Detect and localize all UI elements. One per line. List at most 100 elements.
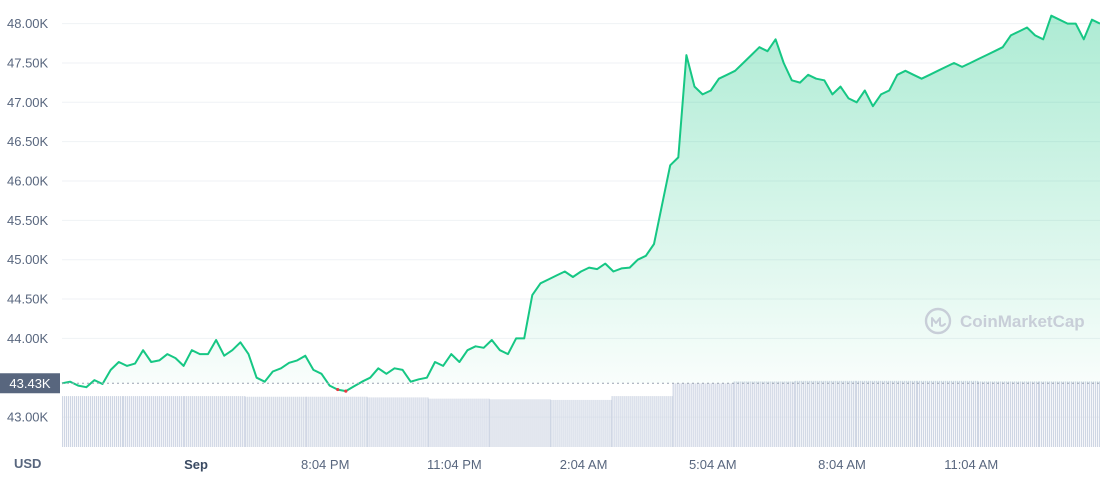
volume-bar xyxy=(470,398,472,447)
volume-bar xyxy=(527,399,529,447)
volume-bar xyxy=(454,398,456,447)
volume-bar xyxy=(110,396,112,447)
x-tick-label: 11:04 AM xyxy=(944,457,998,472)
volume-bar xyxy=(938,380,941,447)
volume-bar xyxy=(865,380,867,447)
volume-bar xyxy=(212,396,214,447)
volume-bar xyxy=(515,399,517,447)
volume-bar xyxy=(1098,381,1100,447)
volume-bar xyxy=(135,396,137,447)
volume-bar xyxy=(350,396,352,447)
volume-bar xyxy=(732,383,734,447)
volume-bar xyxy=(503,399,505,447)
volume-bar xyxy=(743,381,745,447)
volume-bar xyxy=(367,397,369,447)
volume-bar xyxy=(560,399,562,447)
volume-bar xyxy=(883,380,885,447)
volume-bar xyxy=(590,399,592,447)
volume-bar xyxy=(181,396,183,447)
volume-bar xyxy=(265,396,267,447)
volume-bar xyxy=(525,399,527,447)
volume-bar xyxy=(255,396,257,447)
current-price-tag-bg xyxy=(0,373,60,394)
volume-bar xyxy=(273,396,275,447)
volume-bar xyxy=(283,396,285,447)
volume-bar xyxy=(667,396,669,447)
volume-bar xyxy=(690,383,692,447)
volume-bar xyxy=(706,383,708,447)
volume-bar xyxy=(267,396,269,447)
volume-bar xyxy=(269,396,271,447)
volume-bar xyxy=(312,396,314,447)
volume-bar xyxy=(391,397,393,447)
volume-bar xyxy=(462,398,464,447)
volume-bar xyxy=(222,396,224,447)
volume-bar xyxy=(1094,381,1097,447)
volume-bar xyxy=(328,396,330,447)
volume-bar xyxy=(192,396,194,447)
volume-bar xyxy=(474,398,476,447)
volume-bar xyxy=(1044,381,1047,447)
volume-bar xyxy=(489,399,491,447)
volume-bar xyxy=(147,396,149,447)
volume-bar xyxy=(979,381,982,447)
volume-bar xyxy=(867,380,869,447)
volume-bar xyxy=(763,381,765,447)
volume-bar xyxy=(657,396,659,447)
volume-bar xyxy=(122,396,124,447)
volume-bar xyxy=(407,397,409,447)
volume-bar xyxy=(1038,381,1041,447)
volume-bar xyxy=(310,396,312,447)
volume-bar xyxy=(905,380,907,447)
volume-bar xyxy=(550,399,552,447)
volume-bar xyxy=(840,380,842,447)
volume-bar xyxy=(411,397,413,447)
volume-bar xyxy=(1062,381,1065,447)
volume-bar xyxy=(98,396,100,447)
volume-bar xyxy=(936,380,939,447)
volume-bar xyxy=(881,380,883,447)
volume-bar xyxy=(127,396,129,447)
volume-bar xyxy=(698,383,700,447)
volume-bar xyxy=(956,380,959,447)
volume-bar xyxy=(962,380,965,447)
volume-bar xyxy=(1011,381,1014,447)
volume-bar xyxy=(70,396,72,447)
volume-bar xyxy=(653,396,655,447)
volume-bar xyxy=(586,399,588,447)
volume-bar xyxy=(277,396,279,447)
volume-bar xyxy=(899,380,901,447)
volume-bar xyxy=(466,398,468,447)
volume-bar xyxy=(814,380,816,447)
volume-bar xyxy=(631,396,633,447)
volume-bar xyxy=(1076,381,1079,447)
volume-bar xyxy=(480,398,482,447)
volume-bar xyxy=(861,380,863,447)
volume-bar xyxy=(1029,381,1032,447)
volume-bar xyxy=(493,399,495,447)
volume-bar xyxy=(240,396,242,447)
volume-bar xyxy=(114,396,116,447)
volume-bar xyxy=(421,397,423,447)
volume-bar xyxy=(141,396,143,447)
volume-bar xyxy=(179,396,181,447)
volume-bar xyxy=(399,397,401,447)
volume-bar xyxy=(1090,381,1093,447)
y-tick-label: 44.00K xyxy=(7,331,49,346)
volume-bar xyxy=(596,399,598,447)
volume-bar xyxy=(747,381,749,447)
volume-bar xyxy=(405,397,407,447)
volume-bar xyxy=(704,383,706,447)
volume-bar xyxy=(651,396,653,447)
volume-bar xyxy=(928,380,931,447)
volume-bar xyxy=(771,381,773,447)
volume-bar xyxy=(556,399,558,447)
volume-bar xyxy=(1025,381,1028,447)
volume-bar xyxy=(789,381,791,447)
volume-bar xyxy=(448,398,450,447)
y-tick-label: 46.00K xyxy=(7,174,49,189)
volume-bar xyxy=(1092,381,1095,447)
volume-bar xyxy=(417,397,419,447)
volume-bar xyxy=(220,396,222,447)
